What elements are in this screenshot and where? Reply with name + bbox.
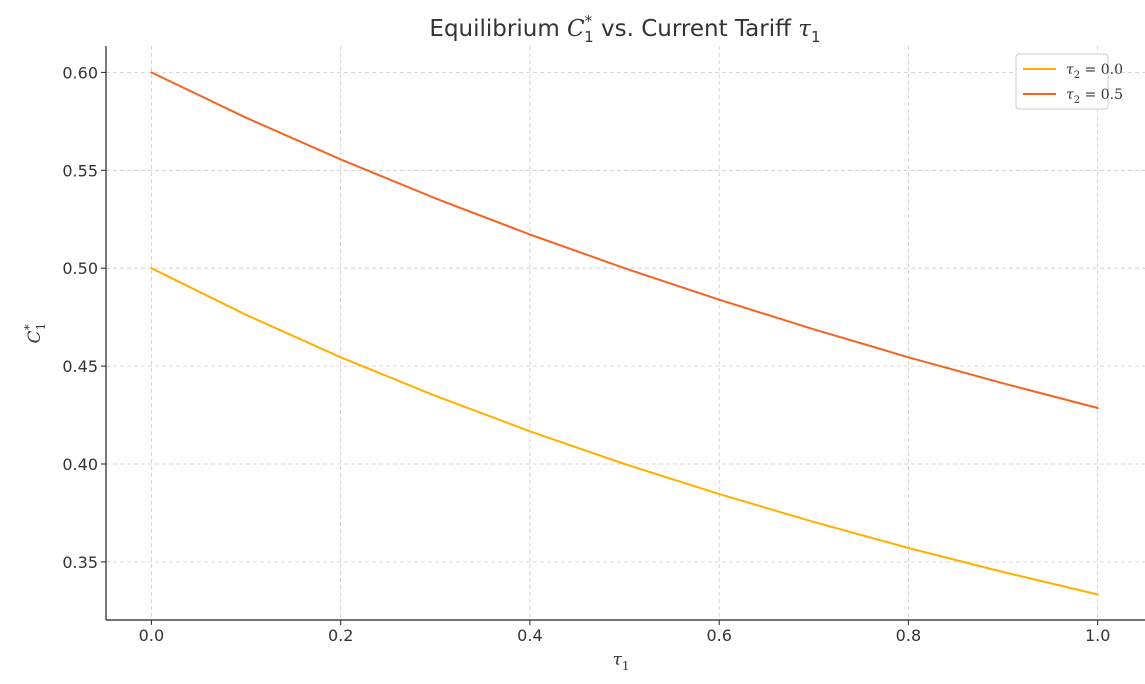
series-line-1 — [150, 71, 1099, 409]
axis-ticks: 0.0 0.2 0.4 0.6 0.8 1.0 0.35 0.40 0.45 0.50 0.55 0.… — [62, 63, 1110, 645]
x-tick-label: 0.0 — [139, 626, 164, 645]
series-lines — [150, 71, 1099, 596]
y-tick-label: 0.45 — [62, 357, 98, 376]
legend: τ2 = 0.0 τ2 = 0.5 — [1015, 53, 1123, 110]
x-tick-label: 1.0 — [1085, 626, 1110, 645]
y-axis-label: C*1 — [22, 323, 48, 344]
legend-label-tau2-0: τ2 = 0.0 — [1066, 62, 1123, 81]
x-tick-label: 0.4 — [517, 626, 542, 645]
legend-label-tau2-0.5: τ2 = 0.5 — [1066, 87, 1123, 106]
y-tick-label: 0.40 — [62, 455, 98, 474]
x-tick-label: 0.8 — [896, 626, 921, 645]
grid-lines — [106, 46, 1145, 620]
legend-frame — [1015, 53, 1109, 110]
x-tick-label: 0.6 — [706, 626, 731, 645]
chart-title: Equilibrium C* 1 vs. Current Tariff τ1 — [429, 12, 820, 46]
y-tick-label: 0.60 — [62, 63, 98, 82]
y-tick-label: 0.55 — [62, 161, 98, 180]
y-tick-label: 0.35 — [62, 553, 98, 572]
x-axis-label: τ1 — [612, 650, 629, 673]
series-line-0 — [150, 267, 1099, 596]
y-tick-label: 0.50 — [62, 259, 98, 278]
x-tick-label: 0.2 — [328, 626, 353, 645]
